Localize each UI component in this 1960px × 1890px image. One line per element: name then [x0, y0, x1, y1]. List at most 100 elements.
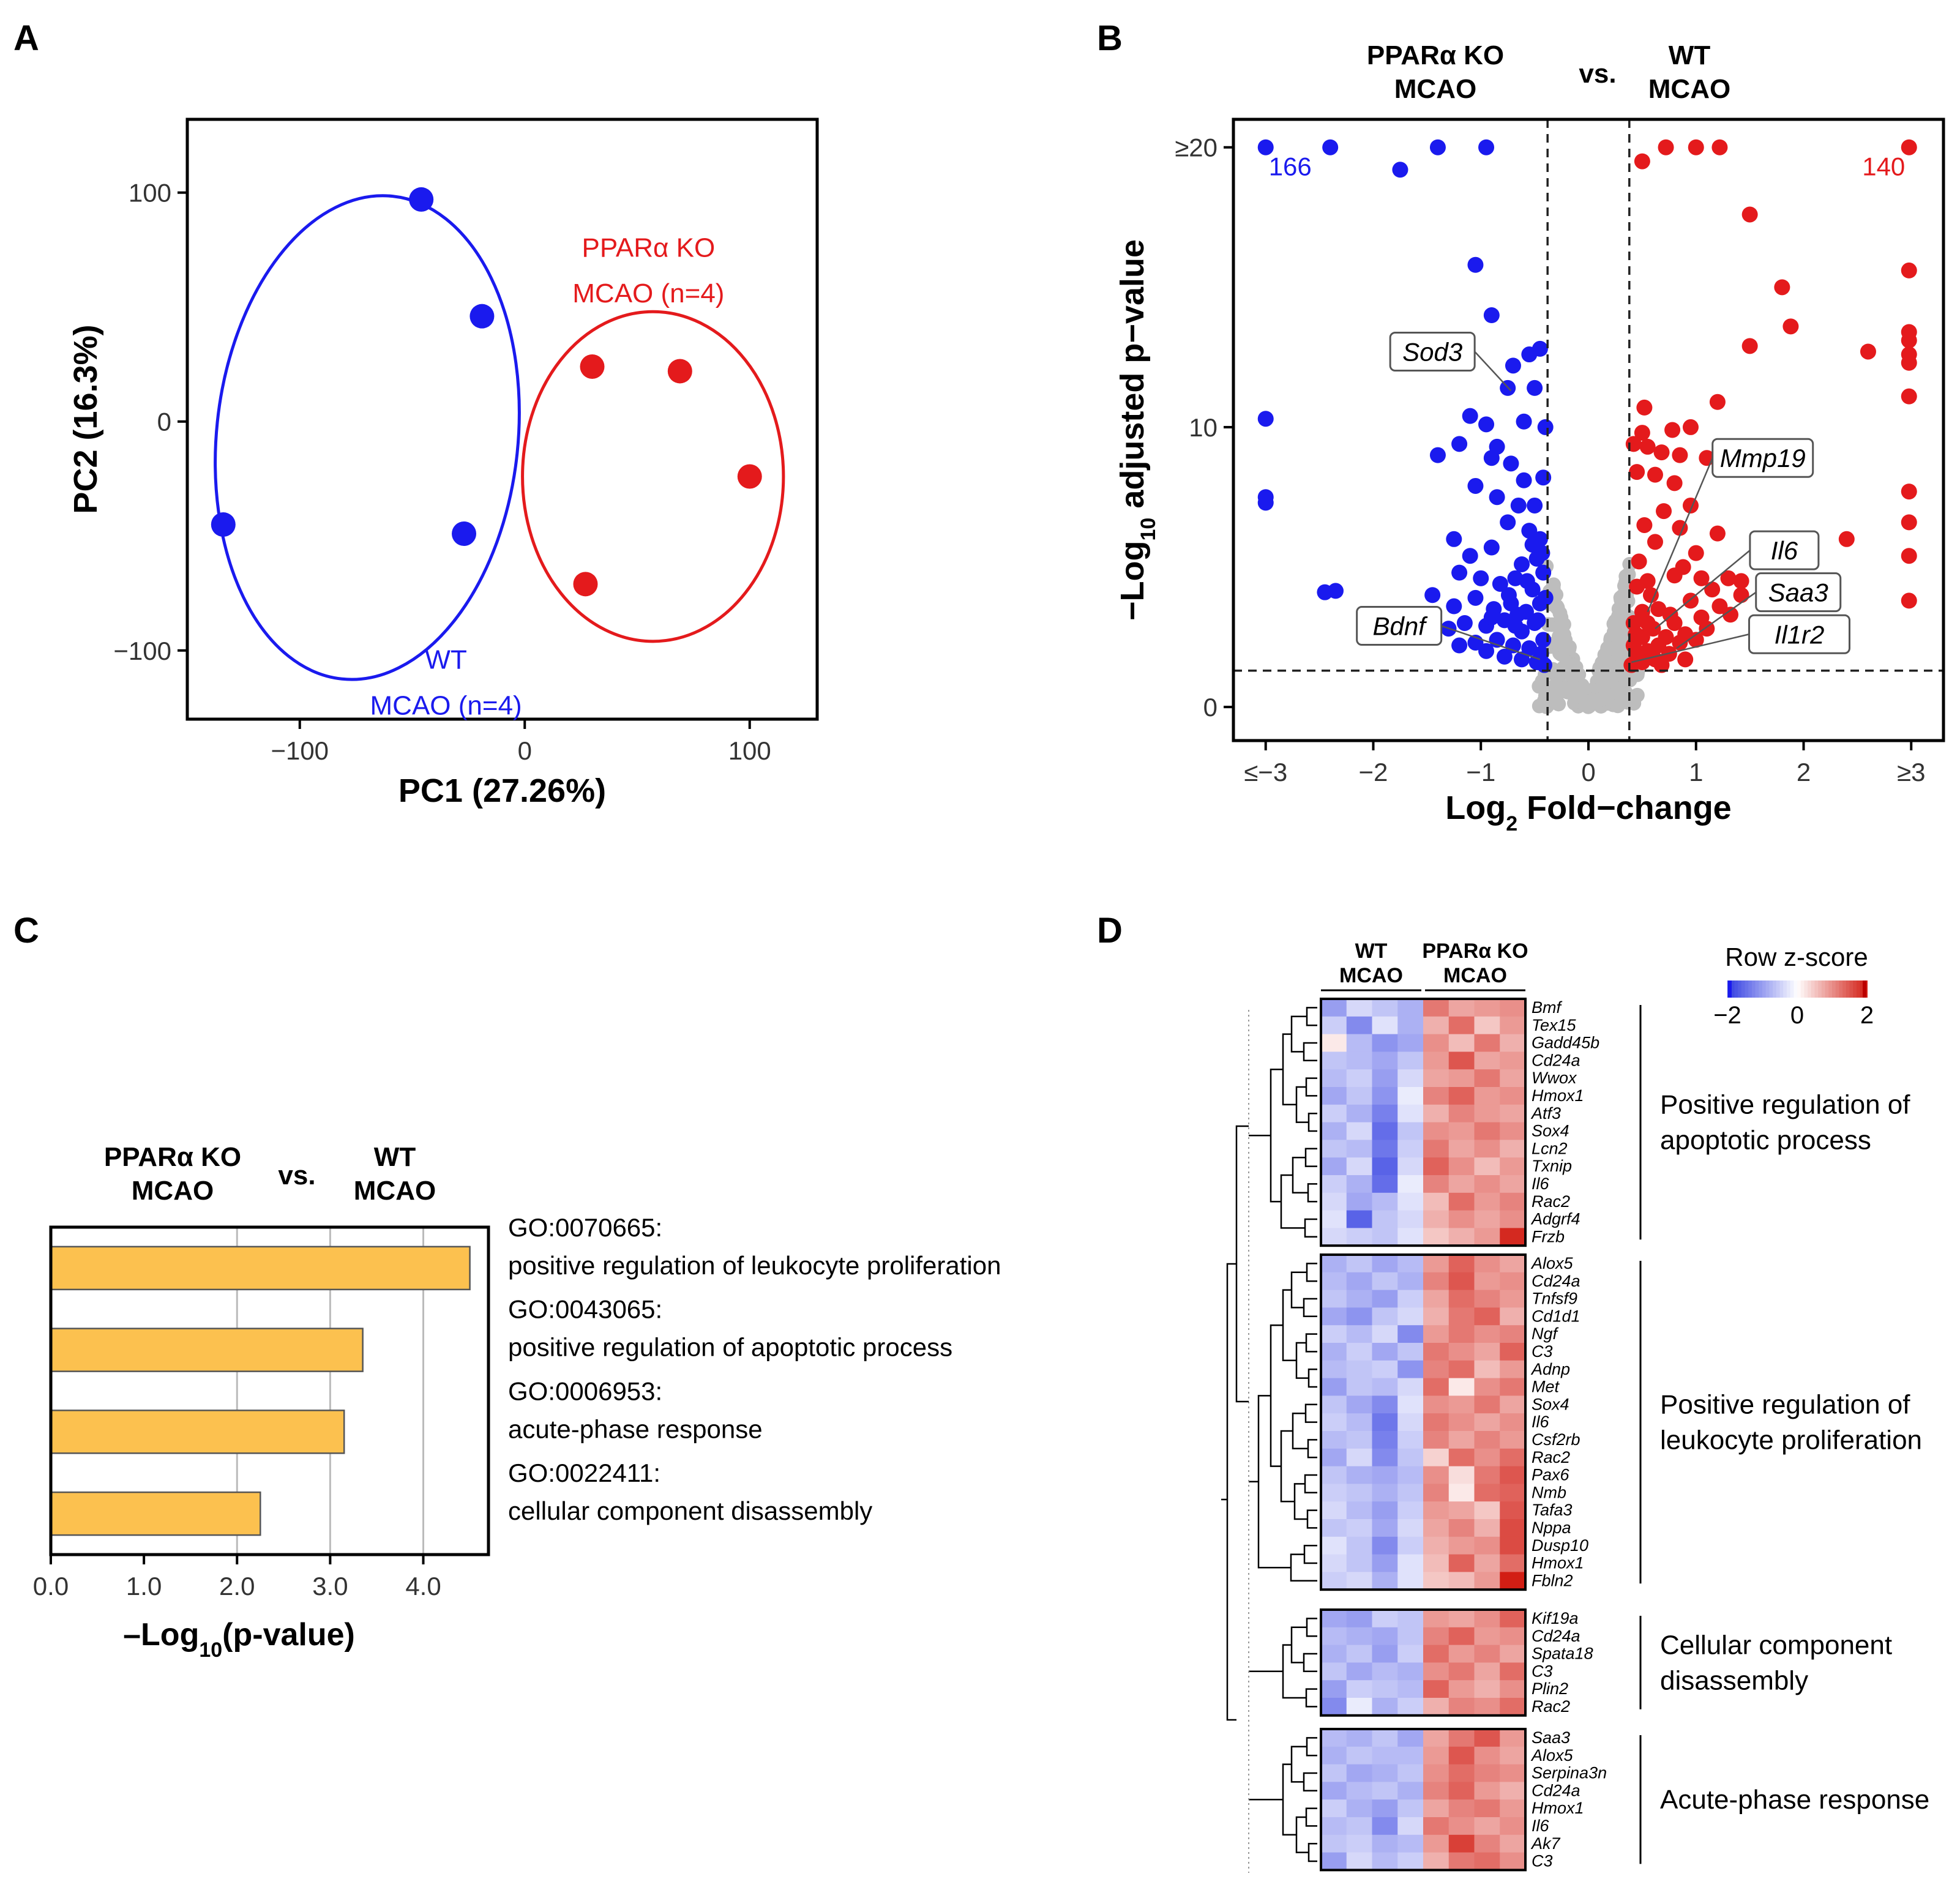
heatmap-cell [1423, 1272, 1449, 1291]
heatmap-cell [1474, 1627, 1500, 1646]
heatmap-cell [1448, 1192, 1475, 1211]
heatmap-cell [1448, 1572, 1475, 1590]
volcano-header-right-line1: WT [1669, 40, 1711, 70]
heatmap-cell [1448, 1140, 1475, 1158]
heatmap-cell [1321, 1272, 1347, 1291]
heatmap-cell [1474, 1852, 1500, 1870]
heatmap-cell [1372, 1175, 1398, 1193]
heatmap-cell [1500, 1448, 1526, 1467]
volcano-label-leader [1441, 625, 1541, 660]
pca-legend-wt-line1: WT [425, 645, 466, 675]
heatmap-gene-label: C3 [1532, 1852, 1553, 1870]
volcano-xtick-label: −2 [1359, 758, 1388, 786]
heatmap-cell [1448, 1104, 1475, 1123]
heatmap-block-label: disassembly [1660, 1665, 1808, 1695]
heatmap-cell [1500, 1536, 1526, 1555]
heatmap-cell [1448, 1645, 1475, 1663]
volcano-down-point [1257, 139, 1274, 155]
heatmap-cell [1397, 1325, 1424, 1343]
go-xtick-label: 2.0 [219, 1572, 255, 1601]
pca-frame [185, 118, 819, 721]
volcano-xtick-label: −1 [1466, 758, 1495, 786]
heatmap-cell [1346, 1536, 1373, 1555]
heatmap-cell [1372, 1343, 1398, 1361]
pca-xtick-label: 100 [728, 736, 771, 765]
heatmap-cell [1500, 1413, 1526, 1432]
heatmap-cell [1500, 999, 1526, 1017]
heatmap-cell [1321, 1051, 1347, 1070]
volcano-up-point [1682, 419, 1699, 435]
heatmap-cell [1474, 1645, 1500, 1663]
volcano-down-point [1505, 357, 1521, 374]
heatmap-gene-label: Adgrf4 [1530, 1210, 1580, 1228]
volcano-down-point [1492, 575, 1508, 592]
volcano-up-point [1741, 206, 1758, 223]
heatmap-dendrogram-branch [1305, 1077, 1317, 1097]
heatmap-gene-label: Alox5 [1530, 1746, 1574, 1765]
heatmap-cell [1372, 1484, 1398, 1502]
heatmap-cell [1372, 1272, 1398, 1291]
heatmap-legend-swatch [1745, 980, 1749, 998]
volcano-down-point [1507, 618, 1524, 634]
volcano-down-point [1462, 408, 1478, 424]
volcano-up-point [1709, 525, 1726, 542]
heatmap-cell [1500, 1290, 1526, 1308]
heatmap-cell [1346, 1307, 1373, 1326]
volcano-down-point [1516, 413, 1532, 430]
volcano-ns-point [1621, 567, 1636, 582]
go-xtick-label: 1.0 [126, 1572, 162, 1601]
heatmap-cell [1448, 1431, 1475, 1449]
heatmap-cell [1423, 1852, 1449, 1870]
heatmap-cell [1474, 1448, 1500, 1467]
volcano-up-point [1901, 592, 1917, 609]
heatmap-cell [1474, 1395, 1500, 1414]
volcano-ns-point [1591, 692, 1606, 708]
volcano-label-leader [1647, 457, 1713, 613]
volcano-xtick-label: ≥3 [1897, 758, 1925, 786]
heatmap-cell [1346, 1782, 1373, 1800]
volcano-gene-label: Mmp19 [1720, 444, 1806, 472]
heatmap-cell [1372, 1140, 1398, 1158]
heatmap-gene-label: Il6 [1532, 1175, 1550, 1193]
heatmap-cell [1321, 1307, 1347, 1326]
heatmap-cell [1474, 1799, 1500, 1818]
heatmap-cell [1448, 1395, 1475, 1414]
heatmap-cell [1423, 1680, 1449, 1698]
go-header-left-line2: MCAO [132, 1176, 214, 1206]
heatmap-cell [1346, 1087, 1373, 1105]
heatmap-cell [1423, 1501, 1449, 1520]
volcano-up-point [1656, 503, 1672, 520]
heatmap-cell [1321, 1572, 1347, 1590]
heatmap-dendrogram-branch [1303, 1772, 1317, 1792]
heatmap-cell [1346, 1140, 1373, 1158]
heatmap-cell [1397, 999, 1424, 1017]
volcano-down-point [1516, 472, 1532, 488]
heatmap-legend-swatch [1818, 980, 1822, 998]
heatmap-gene-label: Tnfsf9 [1532, 1290, 1577, 1308]
heatmap-gene-label: Gadd45b [1532, 1034, 1599, 1052]
heatmap-cell [1423, 1662, 1449, 1681]
volcano-down-point [1451, 564, 1468, 581]
heatmap-cell [1423, 999, 1449, 1017]
heatmap-cell [1448, 1157, 1475, 1176]
heatmap-cell [1346, 1680, 1373, 1698]
heatmap-cell [1321, 1087, 1347, 1105]
heatmap-block-frame [1320, 1608, 1527, 1717]
heatmap-cell [1321, 1431, 1347, 1449]
heatmap-cell [1474, 1431, 1500, 1449]
volcano-ns-point [1617, 578, 1632, 594]
volcano-label-box [1755, 572, 1842, 613]
heatmap-cell [1474, 1343, 1500, 1361]
heatmap-gene-label: Serpina3n [1532, 1764, 1607, 1782]
volcano-down-point [1489, 489, 1505, 506]
heatmap-cell [1423, 1746, 1449, 1765]
heatmap-cell [1397, 1378, 1424, 1396]
go-bar [50, 1410, 345, 1454]
heatmap-cell [1397, 1210, 1424, 1228]
heatmap-cell [1397, 1484, 1424, 1502]
volcano-down-point [1478, 416, 1495, 433]
heatmap-cell [1423, 1536, 1449, 1555]
heatmap-cell [1500, 1484, 1526, 1502]
volcano-up-point [1901, 332, 1917, 349]
